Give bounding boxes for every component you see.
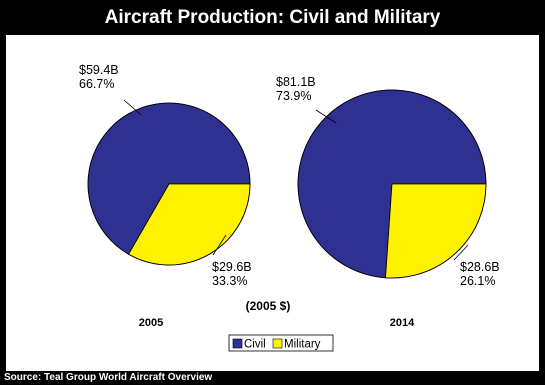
- data-label-2014-military-amount: $28.6B: [460, 260, 500, 274]
- legend-swatch-military: [272, 338, 283, 349]
- chart-title: Aircraft Production: Civil and Military: [104, 7, 441, 28]
- pie-2005-outline: [87, 102, 251, 266]
- leader-line-2014-civil: [315, 109, 337, 124]
- pie-2005: [87, 102, 251, 266]
- leader-line-2014-military: [453, 244, 469, 261]
- data-label-2014-military-percent: 26.1%: [460, 274, 495, 288]
- data-label-2005-military-percent: 33.3%: [212, 274, 247, 288]
- units-label: (2005 $): [246, 299, 291, 313]
- year-label-2005: 2005: [139, 317, 163, 329]
- pie-charts-svg: $59.4B 66.7% $29.6B 33.3% $81.1B 73.9% $…: [79, 63, 500, 352]
- legend-swatch-civil: [232, 338, 243, 349]
- legend-label-military: Military: [284, 339, 321, 351]
- chart-area: $59.4B 66.7% $29.6B 33.3% $81.1B 73.9% $…: [6, 35, 539, 371]
- data-label-2005-civil-percent: 66.7%: [79, 77, 114, 91]
- year-label-2014: 2014: [390, 317, 415, 329]
- data-label-2005-military-amount: $29.6B: [212, 260, 252, 274]
- source-note: Source: Teal Group World Aircraft Overvi…: [4, 372, 213, 383]
- data-label-2014-civil-amount: $81.1B: [276, 75, 316, 89]
- legend: Civil Military: [228, 334, 334, 352]
- data-label-2005-civil-amount: $59.4B: [79, 63, 119, 77]
- leader-line-2005-civil: [123, 99, 142, 116]
- pie-2014: [297, 89, 487, 279]
- data-label-2014-civil-percent: 73.9%: [276, 89, 311, 103]
- leader-line-2005-military: [212, 234, 227, 256]
- legend-label-civil: Civil: [244, 339, 266, 351]
- pie-2014-outline: [297, 89, 487, 279]
